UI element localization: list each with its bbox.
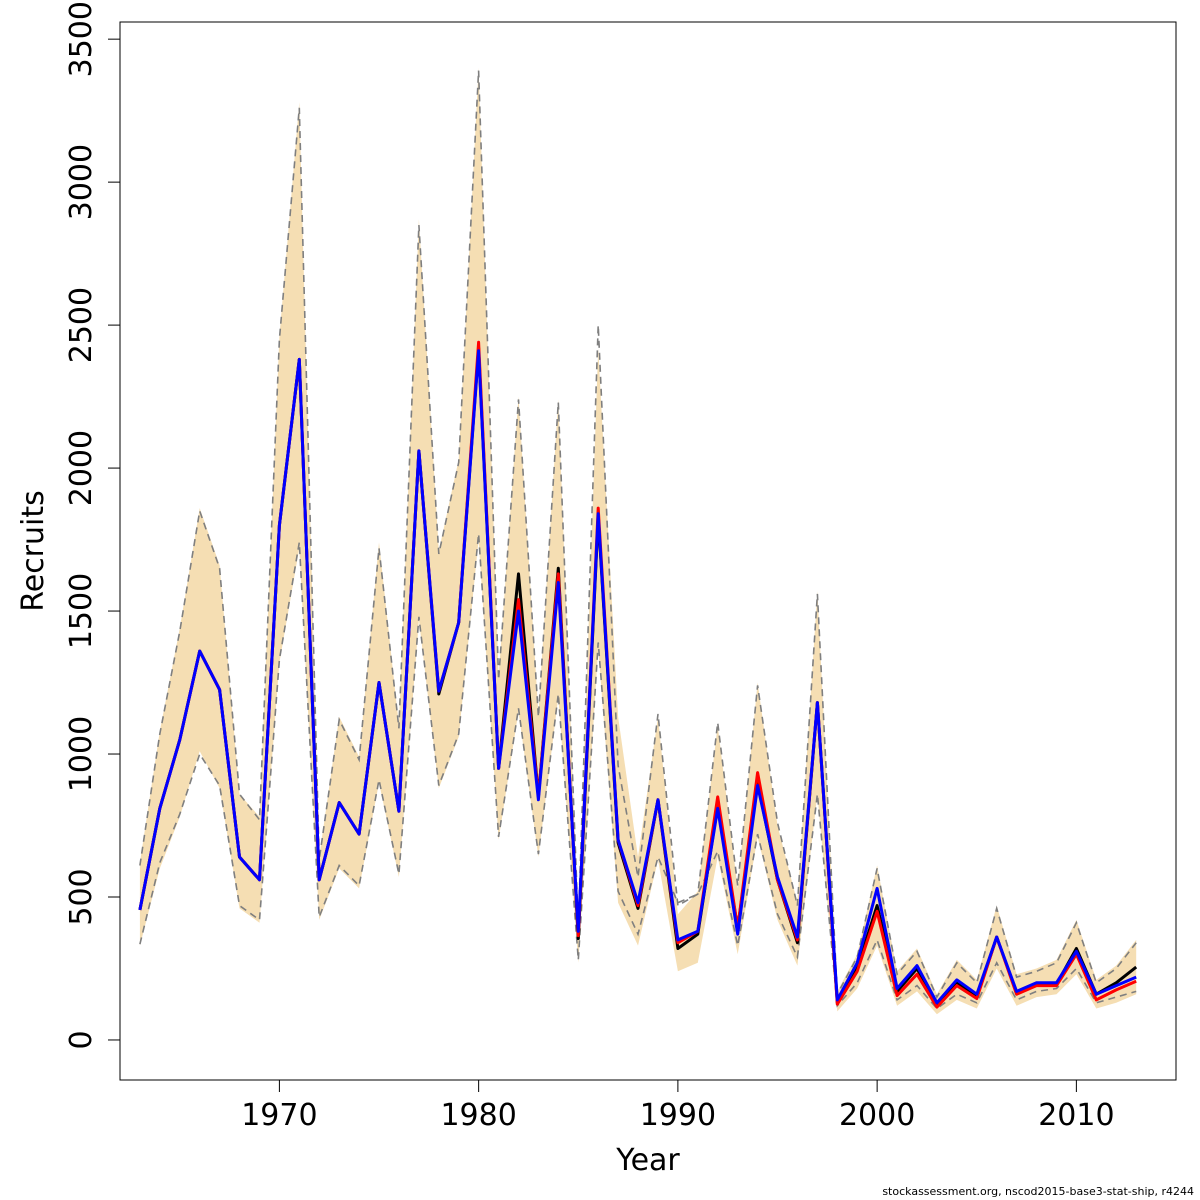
y-axis-title: Recruits xyxy=(16,490,51,612)
y-tick-label: 3500 xyxy=(64,1,99,77)
y-tick-label: 500 xyxy=(64,868,99,925)
blue-series-line xyxy=(138,349,1137,1005)
y-tick-label: 2000 xyxy=(64,430,99,506)
x-tick-label: 1980 xyxy=(440,1098,516,1133)
y-tick-label: 2500 xyxy=(64,287,99,363)
y-tick-label: 1500 xyxy=(64,573,99,649)
band-polygon xyxy=(139,67,1137,1015)
x-tick-label: 1990 xyxy=(640,1098,716,1133)
x-tick-label: 2000 xyxy=(839,1098,915,1133)
x-tick-label: 2010 xyxy=(1038,1098,1114,1133)
y-tick-label: 0 xyxy=(64,1030,99,1049)
x-axis: 1970 1980 1990 2000 2010 xyxy=(241,1079,1115,1133)
y-tick-label: 3000 xyxy=(64,144,99,220)
confidence-band xyxy=(139,67,1137,1015)
footer-credit: stockassessment.org, nscod2015-base3-sta… xyxy=(882,1185,1194,1198)
upper-bound-line xyxy=(139,70,1137,999)
x-tick-label: 1970 xyxy=(241,1098,317,1133)
series-lines xyxy=(138,340,1138,1009)
x-axis-title: Year xyxy=(615,1143,680,1178)
lower-bound-line xyxy=(139,533,1137,1010)
confidence-bounds xyxy=(139,70,1137,1010)
y-axis: 0 500 1000 1500 2000 2500 3000 3500 xyxy=(64,1,121,1050)
y-tick-label: 1000 xyxy=(64,716,99,792)
